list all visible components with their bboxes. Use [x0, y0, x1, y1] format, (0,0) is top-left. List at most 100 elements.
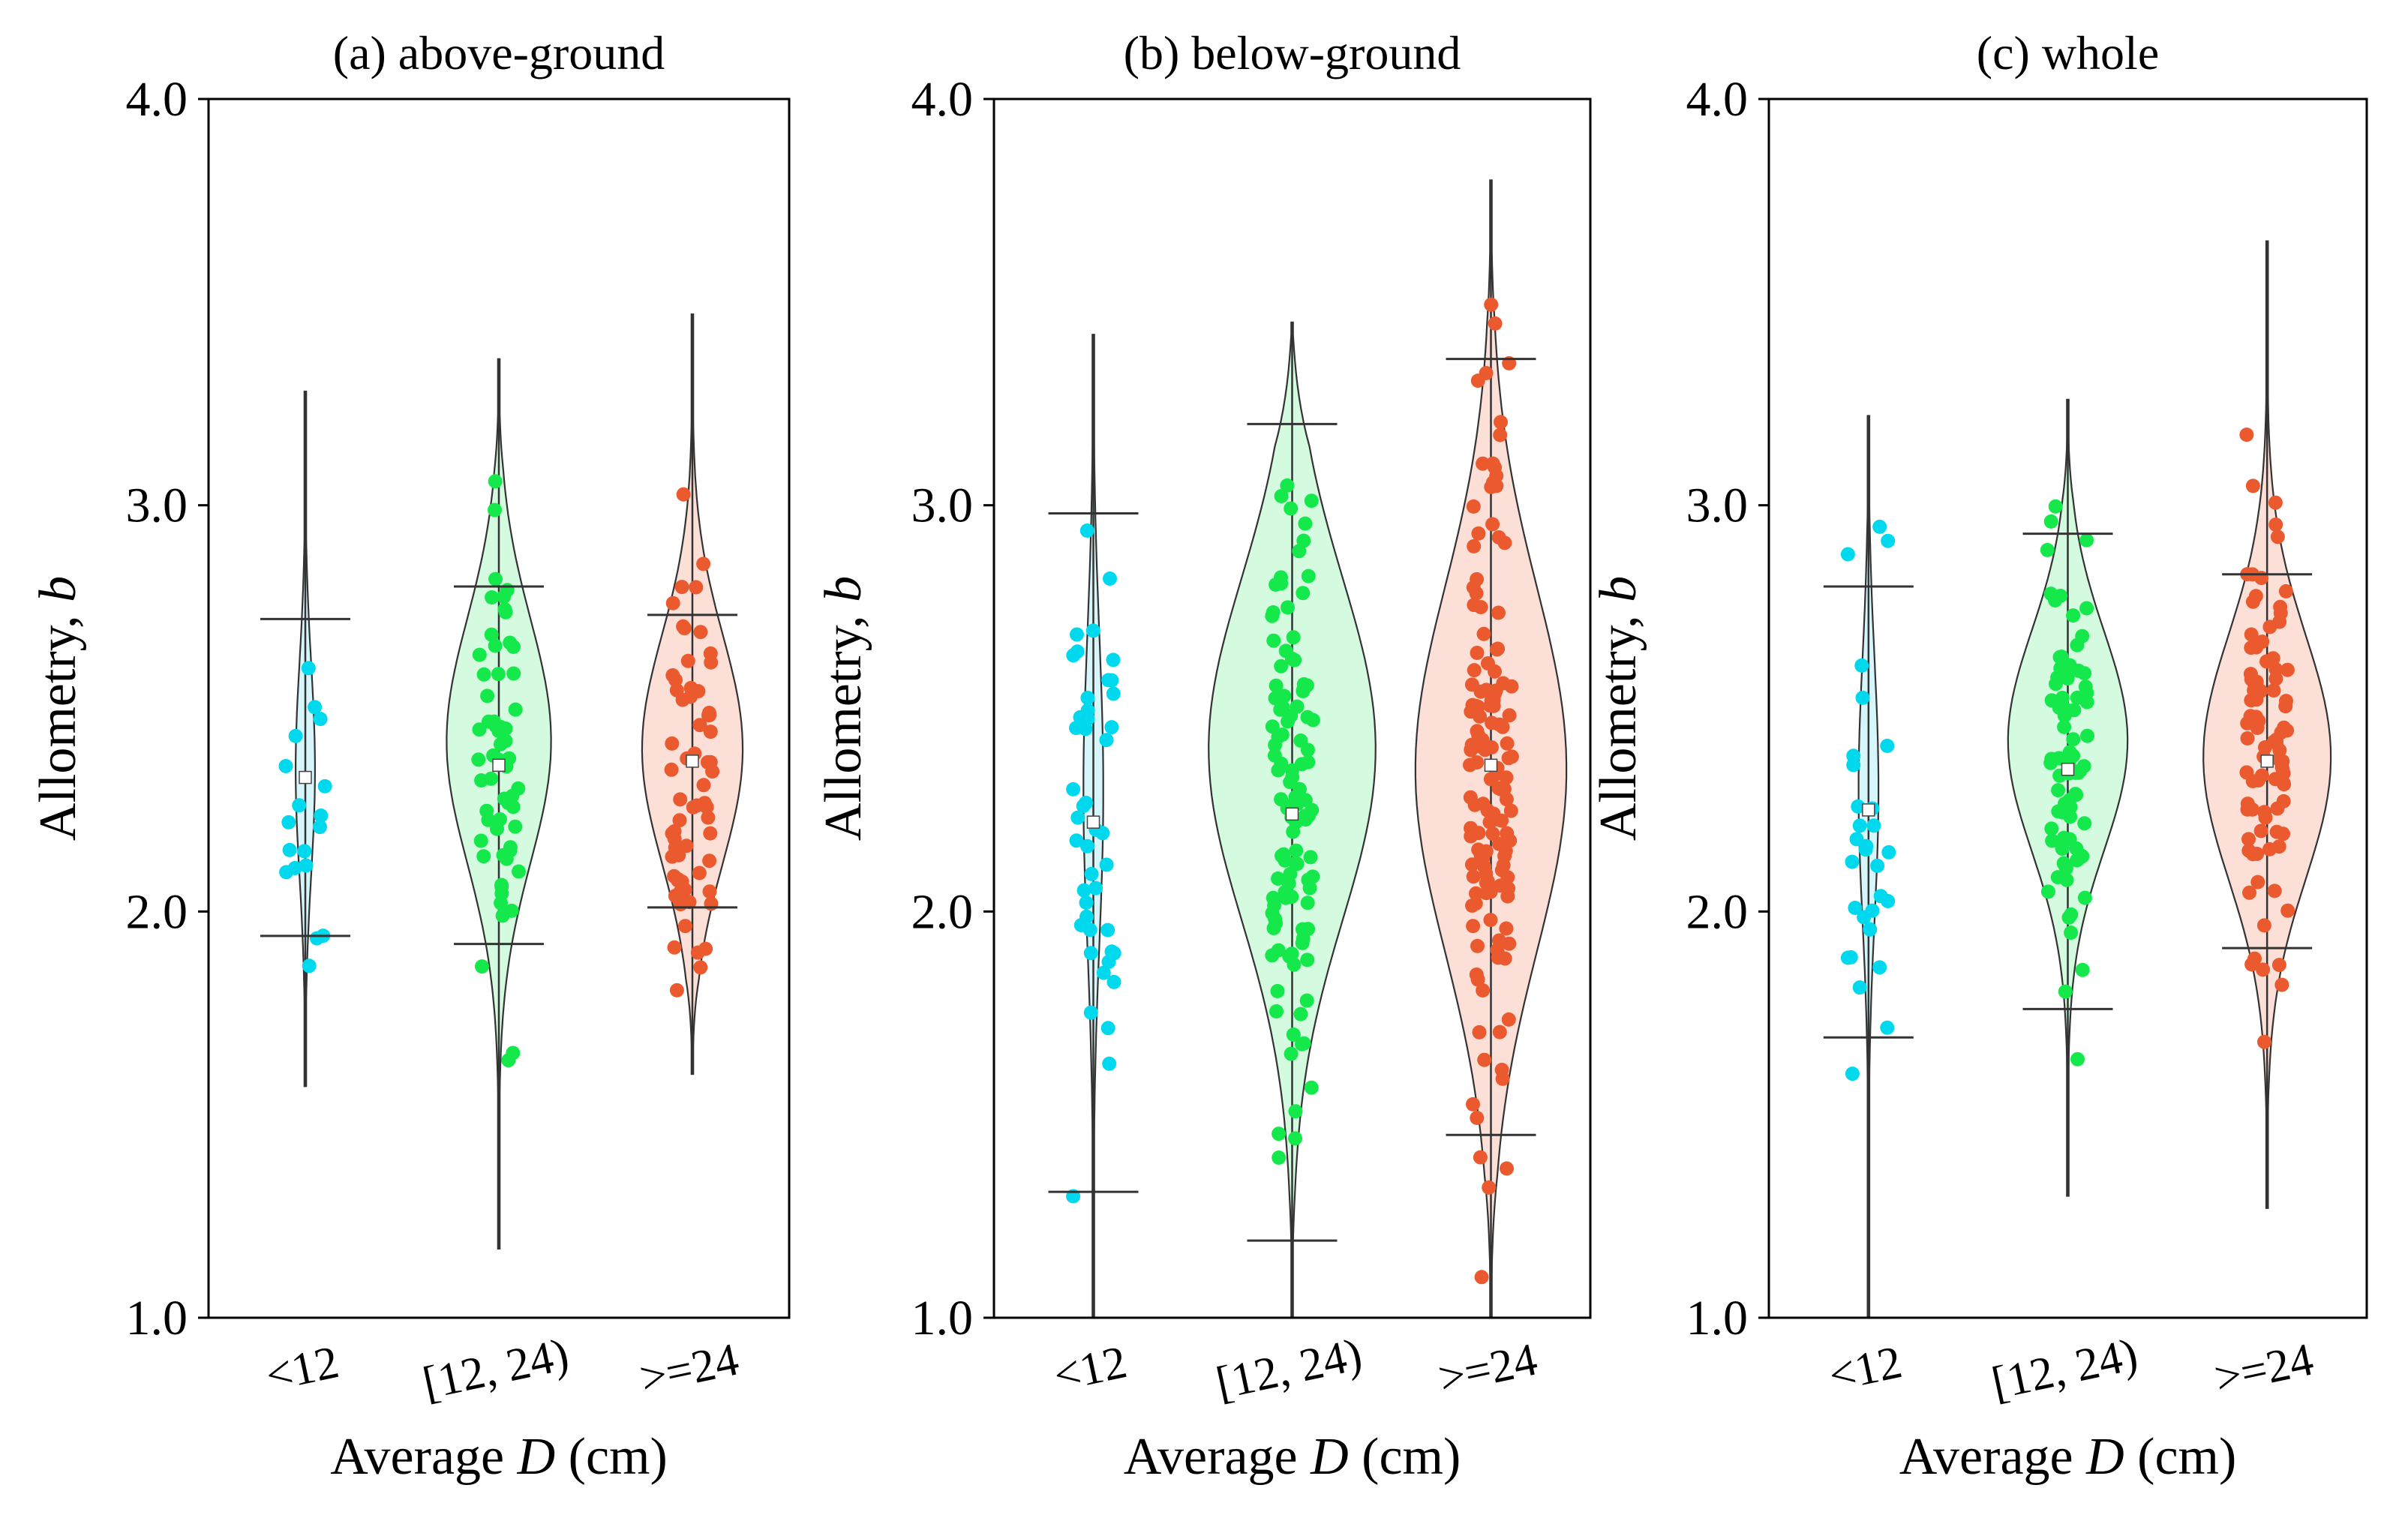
data-point [476, 849, 491, 864]
panel-2: (b) below-ground <12 [12, 24) >=24 1.0 2.0 3.0… [815, 26, 1592, 1486]
y-tick-label: 3.0 [1686, 478, 1749, 533]
data-point [503, 635, 518, 650]
data-point [665, 849, 680, 864]
mean-marker [299, 770, 312, 784]
data-point [1470, 755, 1485, 770]
data-point [472, 722, 487, 737]
data-point [2244, 693, 2259, 708]
data-point [2256, 962, 2271, 977]
data-point [1106, 974, 1121, 989]
data-point [1880, 739, 1895, 753]
mean-marker [686, 754, 699, 768]
data-point [1070, 627, 1084, 642]
data-point [2253, 683, 2268, 698]
data-point [2280, 662, 2295, 677]
data-point [2266, 683, 2281, 698]
x-tick-label: [12, 24) [419, 1329, 573, 1409]
data-point [1492, 1024, 1507, 1040]
mean-marker [2260, 754, 2274, 768]
data-point [2262, 842, 2277, 856]
data-point [2269, 824, 2284, 839]
panel-1: (a) above-ground <12 [12, 24) >=24 1.0 2.0 3.0… [29, 26, 791, 1486]
data-point [1106, 652, 1121, 668]
data-point [313, 712, 328, 727]
data-point [1269, 1004, 1284, 1018]
data-point [2273, 606, 2288, 620]
panel-title: (b) below-ground [1124, 26, 1461, 80]
data-point [677, 621, 692, 636]
data-point [1265, 719, 1280, 734]
data-point [1467, 598, 1482, 613]
data-point [1485, 456, 1500, 471]
data-point [2062, 658, 2077, 673]
data-point [1294, 757, 1309, 772]
data-point [1290, 699, 1305, 714]
data-point [1079, 896, 1094, 910]
data-point [1280, 478, 1295, 493]
y-axis-label: Allometry, b [815, 576, 872, 841]
data-point [2056, 830, 2071, 845]
data-point [2052, 650, 2067, 664]
data-point [1084, 866, 1099, 881]
data-point [1274, 570, 1288, 585]
data-point [1299, 993, 1314, 1008]
data-point [476, 667, 491, 682]
data-point [1471, 728, 1486, 742]
x-tick-label: [12, 24) [1987, 1329, 2142, 1409]
data-point [2271, 958, 2286, 973]
data-point [2240, 716, 2255, 730]
data-point [2278, 699, 2293, 714]
data-point [1079, 796, 1093, 810]
data-point [503, 840, 518, 855]
data-point [1476, 626, 1491, 641]
data-point [1865, 903, 1880, 918]
data-point [317, 778, 332, 794]
data-point [485, 590, 500, 604]
data-point [1491, 605, 1506, 620]
data-point [1080, 838, 1094, 854]
data-point [1281, 714, 1296, 729]
data-point [2268, 518, 2283, 532]
data-point [1293, 1006, 1308, 1022]
data-point [1100, 1021, 1115, 1036]
data-point [1272, 1150, 1287, 1165]
mean-marker [1285, 807, 1299, 821]
data-point [1283, 866, 1298, 881]
data-point [1500, 1161, 1514, 1176]
data-point [1488, 664, 1502, 679]
data-point [1300, 952, 1315, 968]
data-point [2244, 957, 2259, 972]
data-point [498, 604, 513, 620]
data-point [512, 864, 526, 879]
data-point [481, 812, 496, 827]
data-point [1080, 691, 1095, 705]
data-point [2079, 686, 2094, 700]
data-point [2280, 723, 2295, 738]
data-point [2075, 962, 2090, 977]
x-tick-label: <12 [1824, 1336, 1906, 1402]
data-point [2278, 584, 2293, 598]
data-point [1464, 857, 1479, 872]
data-point [667, 868, 682, 884]
data-point [1479, 886, 1494, 901]
data-point [1085, 623, 1100, 638]
data-point [1845, 854, 1860, 869]
data-point [2051, 751, 2066, 766]
data-point [703, 826, 718, 841]
data-point [1470, 646, 1485, 660]
data-point [2242, 885, 2256, 900]
x-tick-label: >=24 [635, 1334, 743, 1404]
data-point [702, 884, 717, 899]
data-point [1501, 1012, 1516, 1027]
data-point [1274, 658, 1289, 674]
data-point [2050, 870, 2065, 885]
data-point [1267, 748, 1282, 763]
y-tick-label: 1.0 [911, 1291, 974, 1346]
data-point [696, 778, 711, 793]
data-point [2265, 651, 2280, 666]
data-point [704, 655, 719, 670]
data-point [2070, 853, 2084, 868]
data-point [1099, 857, 1114, 872]
data-point [1852, 980, 1867, 995]
